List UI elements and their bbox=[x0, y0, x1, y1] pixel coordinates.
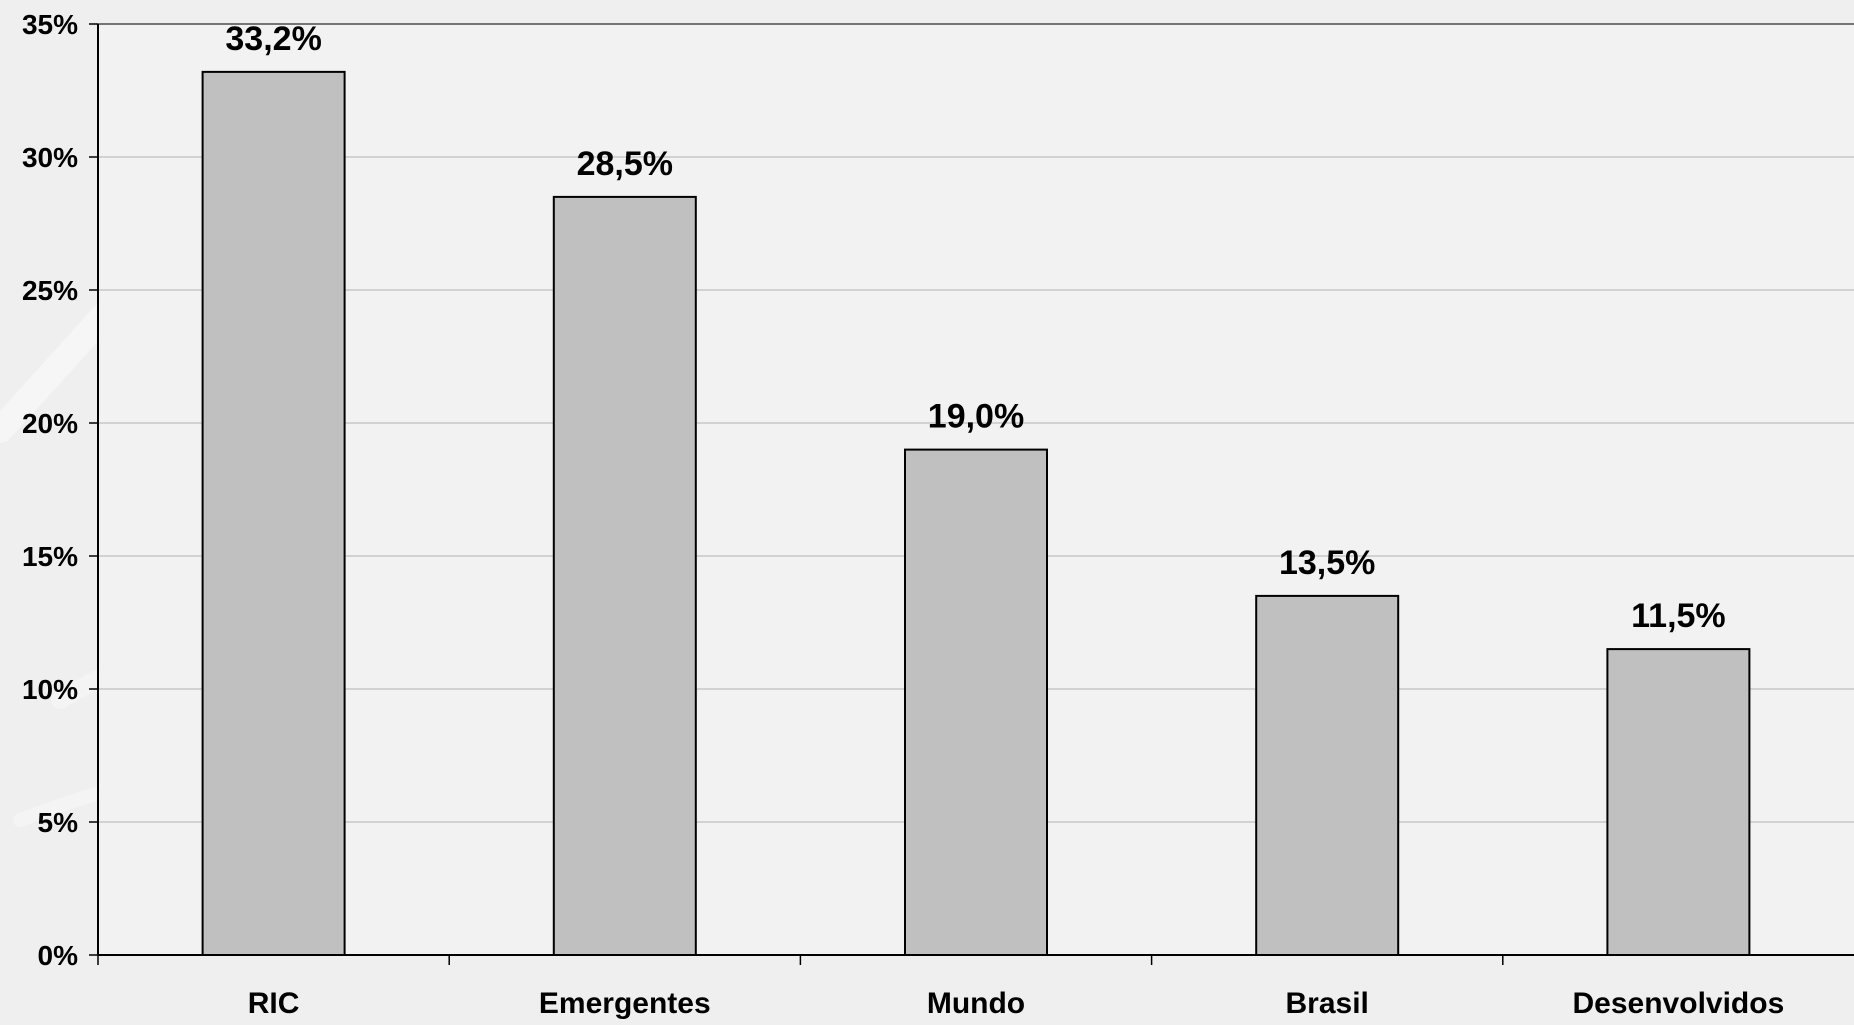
x-category-label: Emergentes bbox=[539, 987, 711, 1020]
x-category-label: RIC bbox=[248, 987, 300, 1020]
bar-mundo bbox=[904, 448, 1048, 956]
bar-desenvolvidos bbox=[1606, 648, 1751, 956]
data-label: 11,5% bbox=[1631, 597, 1726, 635]
data-label: 19,0% bbox=[928, 398, 1024, 436]
bar-brasil bbox=[1255, 594, 1400, 957]
y-tick-label: 15% bbox=[22, 541, 78, 572]
x-category-label: Desenvolvidos bbox=[1573, 987, 1785, 1020]
y-tick-label: 30% bbox=[22, 142, 78, 173]
labels: 0% 5% 10% 15% 20% 25% 30% 35% 33,2% RIC 28,5% Emerg… bbox=[22, 9, 1784, 1020]
y-tick-label: 10% bbox=[22, 674, 78, 705]
y-tick-label: 25% bbox=[22, 275, 78, 306]
data-label: 28,5% bbox=[577, 145, 673, 183]
y-tick-label: 35% bbox=[22, 9, 78, 40]
x-category-label: Brasil bbox=[1286, 987, 1369, 1020]
y-tick-label: 5% bbox=[38, 807, 79, 838]
data-label: 13,5% bbox=[1279, 544, 1375, 582]
y-tick-label: 20% bbox=[22, 408, 78, 439]
data-label: 33,2% bbox=[225, 20, 321, 58]
x-category-label: Mundo bbox=[927, 987, 1025, 1020]
bar-emergentes bbox=[552, 195, 697, 956]
bars bbox=[201, 70, 1751, 957]
axes bbox=[89, 23, 1854, 965]
bar-ric bbox=[201, 70, 346, 956]
y-tick-label: 0% bbox=[38, 940, 79, 971]
